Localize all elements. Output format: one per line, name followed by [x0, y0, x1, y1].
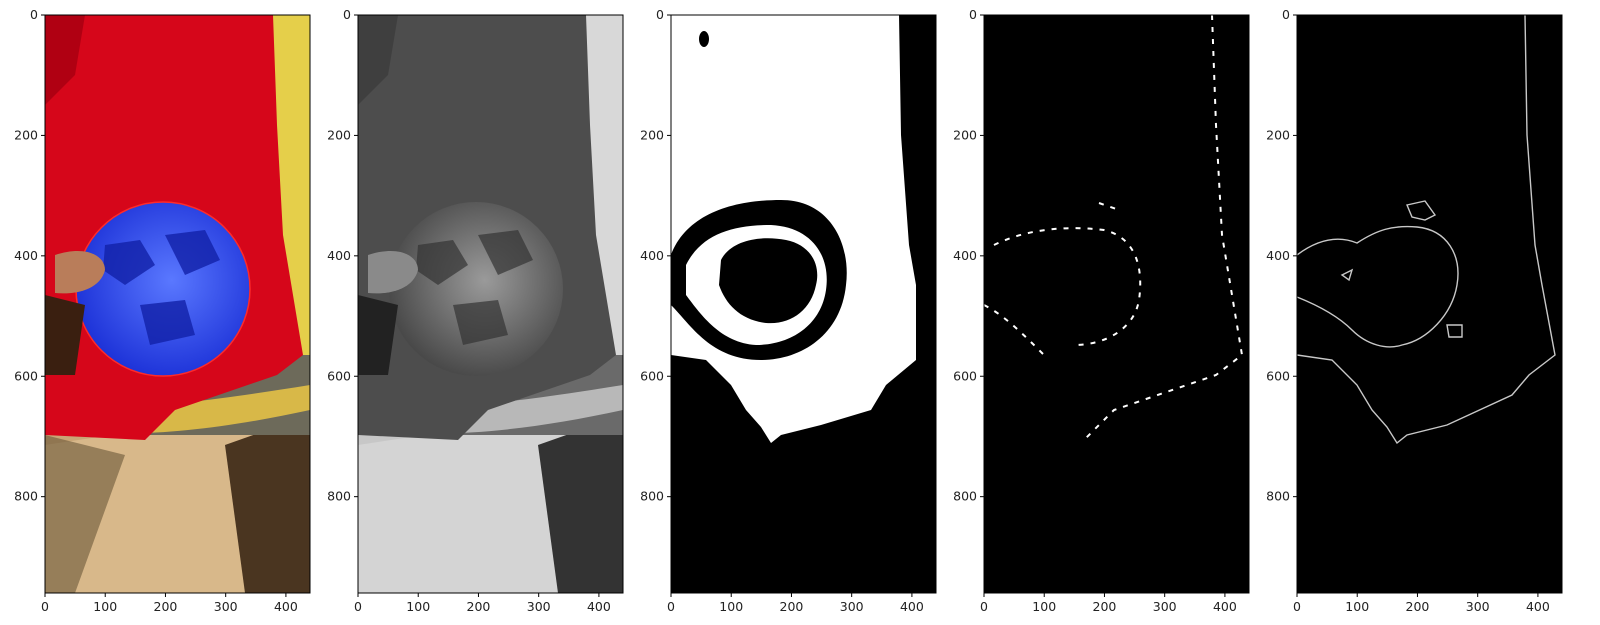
y-tick-label: 0	[969, 7, 977, 22]
y-tick-label: 600	[640, 368, 664, 383]
y-tick-label: 0	[656, 7, 664, 22]
x-tick-label: 200	[467, 599, 491, 614]
y-tick-label: 400	[953, 248, 977, 263]
y-tick-label: 0	[343, 7, 351, 22]
x-tick-label: 400	[587, 599, 611, 614]
ball-region	[75, 201, 251, 377]
x-tick-label: 100	[1032, 599, 1056, 614]
y-tick-label: 600	[1266, 368, 1290, 383]
y-tick-label: 800	[14, 489, 38, 504]
y-tick-label: 400	[327, 248, 351, 263]
x-tick-label: 0	[667, 599, 675, 614]
x-tick-label: 300	[527, 599, 551, 614]
x-tick-label: 100	[719, 599, 743, 614]
y-tick-label: 800	[327, 489, 351, 504]
panel-sparse-edge-map	[984, 15, 1249, 593]
y-tick-label: 0	[1282, 7, 1290, 22]
axis-frames	[44, 14, 1563, 594]
x-tick-label: 0	[1293, 599, 1301, 614]
y-tick-label: 600	[953, 368, 977, 383]
y-tick-label: 400	[1266, 248, 1290, 263]
y-tick-label: 600	[14, 368, 38, 383]
x-tick-label: 100	[93, 599, 117, 614]
y-tick-label: 600	[327, 368, 351, 383]
panel-binary-mask	[671, 15, 936, 593]
x-tick-label: 0	[41, 599, 49, 614]
x-tick-label: 0	[980, 599, 988, 614]
x-tick-label: 0	[354, 599, 362, 614]
panel-grayscale-photo	[358, 15, 623, 593]
panel-color-photo	[45, 15, 310, 593]
panel-contour-map	[1297, 15, 1562, 593]
y-tick-label: 200	[1266, 127, 1290, 142]
x-tick-label: 100	[1345, 599, 1369, 614]
x-tick-label: 200	[780, 599, 804, 614]
y-tick-label: 200	[953, 127, 977, 142]
x-tick-label: 300	[214, 599, 238, 614]
y-tick-label: 200	[14, 127, 38, 142]
y-tick-label: 800	[953, 489, 977, 504]
y-tick-label: 400	[640, 248, 664, 263]
x-tick-label: 200	[1093, 599, 1117, 614]
x-tick-label: 400	[1526, 599, 1550, 614]
y-tick-label: 200	[327, 127, 351, 142]
x-tick-label: 400	[274, 599, 298, 614]
x-tick-label: 400	[1213, 599, 1237, 614]
x-tick-label: 100	[406, 599, 430, 614]
x-tick-label: 300	[840, 599, 864, 614]
x-tick-label: 200	[154, 599, 178, 614]
x-tick-label: 300	[1466, 599, 1490, 614]
y-tick-label: 200	[640, 127, 664, 142]
x-tick-label: 200	[1406, 599, 1430, 614]
y-tick-label: 0	[30, 7, 38, 22]
y-tick-label: 400	[14, 248, 38, 263]
x-tick-label: 400	[900, 599, 924, 614]
y-tick-label: 800	[1266, 489, 1290, 504]
axis-ticks: 0 100 200 300 400 0 200 400 600 800 0 100 200 300 400 0…	[14, 7, 1550, 614]
y-tick-label: 800	[640, 489, 664, 504]
x-tick-label: 300	[1153, 599, 1177, 614]
